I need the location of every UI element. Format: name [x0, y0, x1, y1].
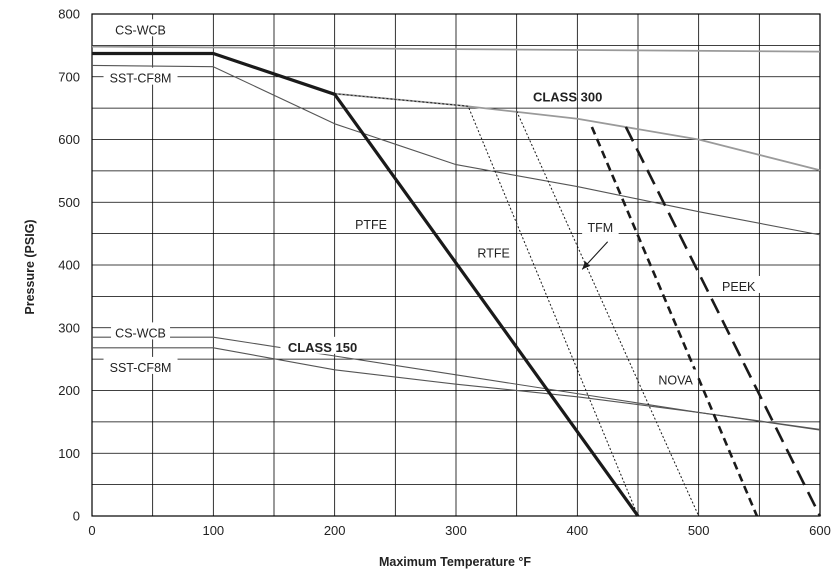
- y-tick-label: 100: [58, 446, 80, 461]
- x-tick-label: 100: [202, 523, 224, 538]
- series-line-peek: [624, 126, 822, 517]
- svg-text:SST-CF8M: SST-CF8M: [110, 361, 172, 375]
- series-line-nova: [590, 126, 759, 517]
- y-tick-label: 200: [58, 383, 80, 398]
- series-line-tfm: [516, 111, 700, 517]
- series-line-sst-cf8m: [92, 347, 821, 431]
- label-peek: PEEK: [716, 275, 761, 294]
- label-class150: CLASS 150: [280, 336, 365, 355]
- y-tick-label: 400: [58, 258, 80, 273]
- label-cs-wcb-top: CS-WCB: [111, 19, 171, 37]
- x-axis-title: Maximum Temperature °F: [379, 555, 531, 569]
- series-lines: [91, 45, 822, 517]
- svg-text:CLASS 150: CLASS 150: [288, 340, 357, 355]
- y-tick-label: 500: [58, 195, 80, 210]
- y-tick-label: 0: [73, 509, 80, 524]
- y-axis-title: Pressure (PSIG): [23, 219, 37, 314]
- label-tfm: TFM: [582, 216, 619, 235]
- label-cs-wcb-low: CS-WCB: [111, 322, 171, 340]
- svg-text:SST-CF8M: SST-CF8M: [110, 72, 172, 86]
- label-nova: NOVA: [653, 369, 698, 387]
- label-class300: CLASS 300: [533, 89, 602, 104]
- x-tick-label: 500: [688, 523, 710, 538]
- series-line-ptfe: [92, 51, 640, 517]
- svg-text:PEEK: PEEK: [722, 280, 756, 294]
- x-tick-label: 200: [324, 523, 346, 538]
- tick-labels: 0 100 200 300 400 500 600 0 100 200 300 400 500 600 70…: [58, 7, 831, 539]
- svg-text:CS-WCB: CS-WCB: [115, 23, 166, 37]
- svg-text:TFM: TFM: [588, 221, 614, 235]
- y-tick-label: 300: [58, 320, 80, 335]
- label-sst-top: SST-CF8M: [103, 67, 178, 86]
- series-labels: CS-WCB SST-CF8M CLASS 300 CLASS 150 CS-WCB SS…: [103, 19, 761, 387]
- series-line-rtfe: [334, 93, 639, 517]
- svg-text:CLASS 300: CLASS 300: [533, 89, 602, 104]
- x-tick-label: 600: [809, 523, 831, 538]
- plot-frame: [91, 13, 821, 517]
- y-tick-label: 800: [58, 7, 80, 22]
- svg-text:PTFE: PTFE: [355, 218, 387, 232]
- x-tick-label: 0: [88, 523, 95, 538]
- y-tick-label: 700: [58, 69, 80, 84]
- svg-text:NOVA: NOVA: [658, 373, 693, 387]
- label-sst-low: SST-CF8M: [103, 356, 178, 375]
- y-tick-label: 600: [58, 132, 80, 147]
- x-tick-label: 300: [445, 523, 467, 538]
- tfm-arrow: [581, 241, 609, 270]
- label-rtfe: RTFE: [471, 242, 516, 261]
- x-tick-label: 400: [566, 523, 588, 538]
- svg-text:CS-WCB: CS-WCB: [115, 326, 166, 340]
- grid: [91, 13, 821, 517]
- series-line-sst-cf8m: [91, 64, 821, 236]
- label-ptfe: PTFE: [349, 213, 394, 232]
- series-line-cs-wcb: [91, 45, 821, 53]
- svg-text:RTFE: RTFE: [477, 247, 509, 261]
